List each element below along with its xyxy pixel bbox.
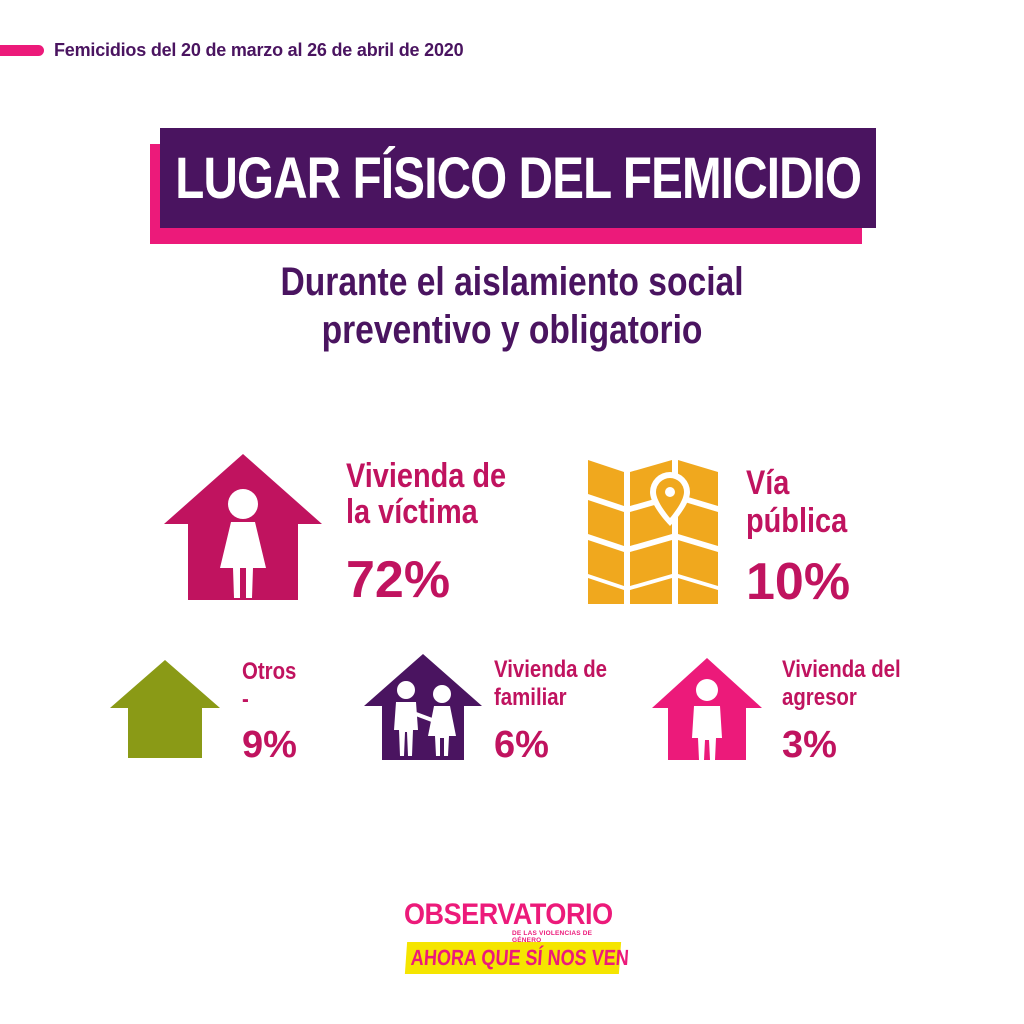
house-man-icon xyxy=(652,658,762,760)
title-box: LUGAR FÍSICO DEL FEMICIDIO xyxy=(160,128,876,228)
accent-bar xyxy=(0,44,44,56)
label-line-2: agresor xyxy=(782,684,857,711)
label-line-1: Vivienda del xyxy=(782,656,901,683)
label-aggressor-home: Vivienda del agresor xyxy=(782,656,922,712)
label-line-1: Vía xyxy=(746,464,790,502)
subtitle-line-2: preventivo y obligatorio xyxy=(321,308,703,352)
map-pin-icon xyxy=(588,460,718,604)
title-block: LUGAR FÍSICO DEL FEMICIDIO xyxy=(150,128,876,246)
logo-band: AHORA QUE SÍ NOS VEN xyxy=(404,942,630,974)
house-icon xyxy=(110,660,220,758)
subtitle-line-1: Durante el aislamiento social xyxy=(280,260,744,304)
page-title: LUGAR FÍSICO DEL FEMICIDIO xyxy=(175,145,862,211)
label-line-1: Otros xyxy=(242,658,297,685)
observatorio-logo: OBSERVATORIO DE LAS VIOLENCIAS DE GÉNERO… xyxy=(404,898,630,988)
value-victim-home: 72% xyxy=(346,551,451,609)
logo-slogan: AHORA QUE SÍ NOS VEN xyxy=(410,945,630,970)
value-public-road: 10% xyxy=(746,553,851,611)
subtitle: Durante el aislamiento social preventivo… xyxy=(150,258,874,354)
logo-title: OBSERVATORIO xyxy=(404,898,613,931)
label-line-2: pública xyxy=(746,502,848,540)
label-family-home: Vivienda de familiar xyxy=(494,656,627,712)
header-period: Femicidios del 20 de marzo al 26 de abri… xyxy=(0,38,464,62)
label-line-1: Vivienda de xyxy=(494,656,608,683)
label-line-2: - xyxy=(242,686,249,713)
logo-subtitle: DE LAS VIOLENCIAS DE GÉNERO xyxy=(512,930,593,944)
value-family-home: 6% xyxy=(494,724,549,766)
label-victim-home: Vivienda de la víctima xyxy=(346,458,534,530)
value-others: 9% xyxy=(242,724,297,766)
label-line-2: la víctima xyxy=(346,493,478,531)
label-public-road: Vía pública xyxy=(746,464,865,540)
period-text: Femicidios del 20 de marzo al 26 de abri… xyxy=(54,39,464,60)
value-aggressor-home: 3% xyxy=(782,724,837,766)
label-line-1: Vivienda de xyxy=(346,457,507,495)
house-woman-icon xyxy=(164,454,322,600)
label-line-2: familiar xyxy=(494,684,567,711)
label-others: Otros - xyxy=(242,658,306,714)
house-family-icon xyxy=(364,654,482,760)
